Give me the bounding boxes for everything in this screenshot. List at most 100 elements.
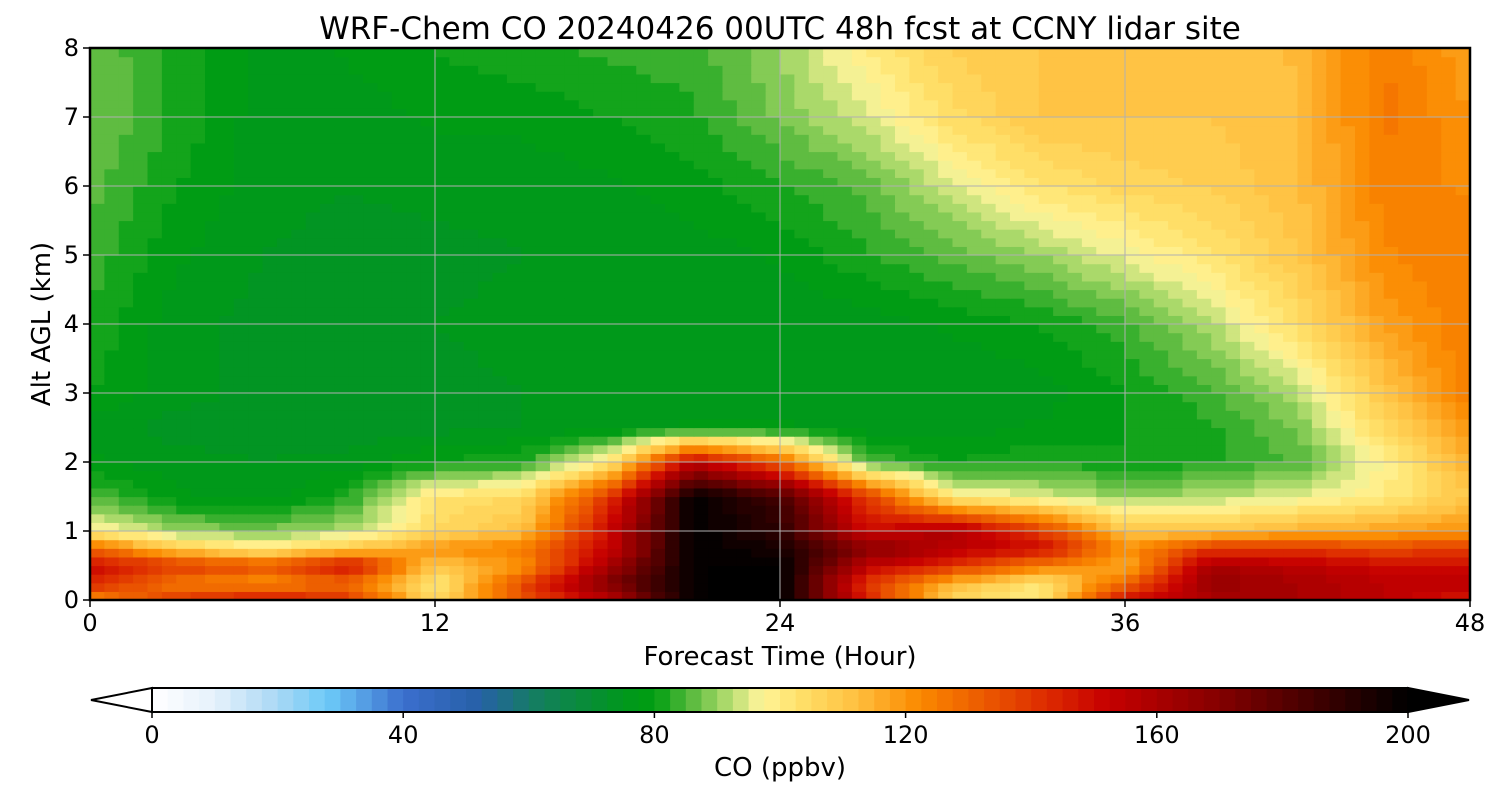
heatmap-cell	[722, 168, 738, 178]
heatmap-cell	[219, 375, 235, 385]
heatmap-cell	[665, 470, 680, 480]
heatmap-cell	[233, 229, 249, 239]
heatmap-cell	[305, 470, 321, 480]
heatmap-cell	[665, 522, 680, 532]
heatmap-cell	[1398, 315, 1414, 325]
heatmap-cell	[363, 229, 379, 239]
heatmap-cell	[377, 186, 393, 196]
heatmap-cell	[722, 280, 738, 291]
heatmap-cell	[866, 574, 882, 584]
heatmap-cell	[1297, 505, 1313, 515]
heatmap-cell	[1240, 203, 1255, 213]
heatmap-cell	[1125, 203, 1140, 213]
heatmap-cell	[995, 298, 1011, 308]
heatmap-cell	[1268, 160, 1284, 170]
heatmap-cell	[923, 384, 939, 394]
heatmap-cell	[233, 470, 249, 480]
heatmap-cell	[823, 565, 839, 575]
heatmap-cell	[1024, 548, 1040, 558]
heatmap-cell	[607, 505, 623, 515]
heatmap-cell	[161, 470, 177, 480]
heatmap-cell	[1225, 470, 1241, 480]
heatmap-cell	[1355, 324, 1370, 334]
heatmap-cell	[205, 341, 220, 351]
heatmap-cell	[1182, 418, 1198, 429]
heatmap-cell	[995, 186, 1011, 196]
heatmap-cell	[1225, 289, 1241, 299]
heatmap-cell	[1168, 151, 1184, 161]
heatmap-cell	[1383, 401, 1399, 411]
heatmap-cell	[1153, 289, 1169, 299]
heatmap-cell	[1010, 280, 1025, 291]
heatmap-cell	[1096, 393, 1112, 403]
heatmap-cell	[736, 211, 752, 222]
heatmap-cell	[133, 186, 149, 196]
heatmap-cell	[291, 574, 307, 584]
heatmap-cell	[593, 341, 609, 351]
heatmap-cell	[607, 487, 623, 498]
heatmap-cell	[449, 306, 465, 316]
heatmap-cell	[736, 177, 752, 187]
heatmap-cell	[276, 401, 292, 411]
heatmap-cell	[866, 272, 882, 282]
heatmap-cell	[348, 548, 364, 558]
heatmap-cell	[780, 151, 795, 161]
heatmap-cell	[578, 341, 594, 351]
heatmap-cell	[621, 401, 637, 411]
heatmap-cell	[391, 582, 407, 592]
heatmap-cell	[449, 565, 465, 575]
heatmap-cell	[736, 565, 752, 575]
heatmap-cell	[1340, 177, 1356, 187]
heatmap-cell	[808, 151, 824, 161]
heatmap-cell	[1326, 462, 1342, 472]
heatmap-cell	[1081, 393, 1097, 403]
heatmap-cell	[478, 513, 494, 523]
heatmap-cell	[118, 375, 134, 385]
heatmap-cell	[219, 280, 235, 291]
heatmap-cell	[133, 513, 149, 523]
heatmap-cell	[391, 358, 407, 368]
heatmap-cell	[1398, 255, 1414, 265]
heatmap-cell	[952, 479, 968, 489]
heatmap-cell	[851, 410, 867, 420]
heatmap-cell	[1010, 401, 1025, 411]
heatmap-cell	[1053, 367, 1069, 377]
heatmap-cell	[478, 531, 494, 541]
heatmap-cell	[909, 298, 925, 308]
heatmap-cell	[1355, 401, 1370, 411]
heatmap-cell	[981, 151, 997, 161]
heatmap-cell	[305, 591, 321, 600]
heatmap-cell	[1311, 341, 1327, 351]
heatmap-cell	[952, 246, 968, 256]
heatmap-cell	[147, 479, 163, 489]
heatmap-cell	[1010, 324, 1025, 334]
heatmap-cell	[348, 263, 364, 273]
heatmap-cell	[478, 505, 494, 515]
heatmap-cell	[1326, 470, 1342, 480]
heatmap-cell	[334, 582, 350, 592]
heatmap-cell	[981, 263, 997, 273]
heatmap-cell	[736, 263, 752, 273]
heatmap-cell	[693, 177, 709, 187]
heatmap-cell	[1053, 531, 1069, 541]
heatmap-cell	[118, 203, 134, 213]
heatmap-cell	[1110, 556, 1126, 567]
heatmap-cell	[722, 444, 738, 454]
heatmap-cell	[133, 496, 149, 506]
heatmap-cell	[938, 151, 954, 161]
heatmap-cell	[593, 324, 609, 334]
heatmap-cell	[90, 470, 105, 480]
heatmap-cell	[665, 324, 680, 334]
heatmap-cell	[693, 427, 709, 437]
heatmap-cell	[1340, 427, 1356, 437]
heatmap-cell	[722, 298, 738, 308]
heatmap-cell	[909, 548, 925, 558]
heatmap-cell	[938, 487, 954, 498]
heatmap-cell	[621, 427, 637, 437]
heatmap-cell	[995, 324, 1011, 334]
heatmap-cell	[607, 168, 623, 178]
heatmap-cell	[880, 418, 896, 429]
heatmap-cell	[636, 444, 652, 454]
heatmap-cell	[736, 298, 752, 308]
heatmap-cell	[1211, 436, 1227, 446]
